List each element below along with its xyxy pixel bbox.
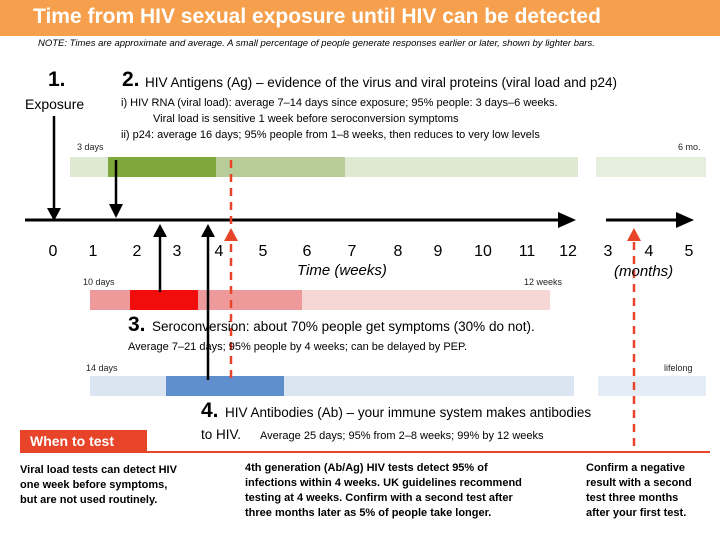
- months-axis-arrowhead: [676, 212, 694, 228]
- antibody-core-bar: [166, 376, 284, 396]
- week-tick: 12: [559, 243, 577, 260]
- when-col1-line: but are not used routinely.: [20, 494, 158, 506]
- when-col3-line: test three months: [586, 492, 679, 504]
- step3-detail: Average 7–21 days; 95% people by 4 weeks…: [128, 341, 467, 353]
- note: NOTE: Times are approximate and average.…: [38, 38, 595, 49]
- week-tick: 9: [433, 243, 443, 260]
- step1-label: Exposure: [25, 96, 85, 112]
- week-tick: 4: [214, 243, 224, 260]
- step3-number: 3.: [128, 313, 146, 336]
- month-tick: 4: [644, 243, 654, 260]
- month-tick: 5: [684, 243, 694, 260]
- step1-number: 1.: [48, 68, 66, 91]
- week-tick: 1: [88, 243, 98, 260]
- week-tick: 8: [393, 243, 403, 260]
- step4-end-label: lifelong: [664, 363, 693, 373]
- when-col2-line: three months later as 5% of people take …: [245, 507, 492, 519]
- when-col3-line: result with a second: [586, 477, 692, 489]
- step4-heading-line2: to HIV.: [201, 427, 242, 442]
- seroconversion-core-bar: [130, 290, 198, 310]
- weeks-axis-arrowhead: [558, 212, 576, 228]
- when-to-test-label: When to test: [30, 433, 114, 449]
- when-col2-line: testing at 4 weeks. Confirm with a secon…: [245, 492, 513, 504]
- step4-detail: Average 25 days; 95% from 2–8 weeks; 99%…: [260, 430, 544, 442]
- test-4-weeks-arrowhead: [224, 228, 238, 241]
- exposure-arrowhead: [47, 208, 61, 221]
- antibody-arrowhead: [201, 224, 215, 237]
- step2-start-label: 3 days: [77, 142, 104, 152]
- title-bar: [0, 0, 720, 36]
- antigen-core-bar: [108, 157, 216, 177]
- step2-number: 2.: [122, 68, 140, 91]
- when-col1: Viral load tests can detect HIV one week…: [20, 463, 177, 508]
- week-tick: 11: [518, 243, 536, 260]
- antibody-range-bar: [90, 376, 574, 396]
- seroconversion-arrowhead: [153, 224, 167, 237]
- when-col2: 4th generation (Ab/Ag) HIV tests detect …: [245, 461, 522, 521]
- step3-start-label: 10 days: [83, 277, 115, 287]
- step4-start-label: 14 days: [86, 363, 118, 373]
- when-col2-line: 4th generation (Ab/Ag) HIV tests detect …: [245, 462, 488, 474]
- when-col3-line: after your first test.: [586, 507, 687, 519]
- months-axis-label: (months): [614, 263, 674, 280]
- test-3-months-arrowhead: [627, 228, 641, 241]
- week-tick: 3: [172, 243, 182, 260]
- when-col1-line: Viral load tests can detect HIV: [20, 464, 177, 476]
- step3-end-label: 12 weeks: [524, 277, 563, 287]
- step4-heading: HIV Antibodies (Ab) – your immune system…: [225, 405, 592, 420]
- week-tick: 2: [132, 243, 142, 260]
- step2-heading: HIV Antigens (Ag) – evidence of the viru…: [145, 75, 618, 90]
- week-tick: 0: [48, 243, 58, 260]
- month-tick: 3: [603, 243, 613, 260]
- antigen-arrowhead: [109, 204, 123, 218]
- when-col3: Confirm a negative result with a second …: [586, 461, 692, 521]
- step4-number: 4.: [201, 399, 219, 422]
- antigen-range-bar-months: [596, 157, 706, 177]
- week-tick: 7: [347, 243, 357, 260]
- antibody-range-bar-months: [598, 376, 706, 396]
- step2-line1: i) HIV RNA (viral load): average 7–14 da…: [121, 97, 558, 109]
- step3-heading: Seroconversion: about 70% people get sym…: [152, 319, 535, 334]
- when-col3-line: Confirm a negative: [586, 462, 686, 474]
- step2-line2: Viral load is sensitive 1 week before se…: [153, 113, 459, 125]
- when-col2-line: infections within 4 weeks. UK guidelines…: [245, 477, 522, 489]
- weeks-axis-label: Time (weeks): [297, 262, 387, 279]
- page-title: Time from HIV sexual exposure until HIV …: [33, 5, 601, 28]
- when-col1-line: one week before symptoms,: [20, 479, 168, 491]
- week-tick: 6: [302, 243, 312, 260]
- week-tick: 10: [474, 243, 492, 260]
- step2-line3: ii) p24: average 16 days; 95% people fro…: [121, 129, 540, 141]
- week-tick: 5: [258, 243, 268, 260]
- step2-end-label: 6 mo.: [678, 142, 701, 152]
- when-to-test-banner: [20, 430, 147, 452]
